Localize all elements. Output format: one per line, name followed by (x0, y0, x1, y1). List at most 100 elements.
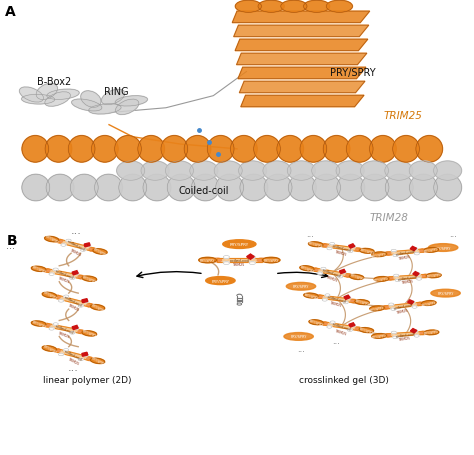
Text: TRIM25: TRIM25 (325, 274, 338, 283)
Ellipse shape (91, 136, 118, 163)
Text: coiled-coil: coiled-coil (322, 268, 342, 278)
Text: PRY/SPRY: PRY/SPRY (200, 258, 215, 263)
Text: TRIM25: TRIM25 (57, 276, 71, 284)
Text: PRY/SPRY: PRY/SPRY (354, 298, 370, 306)
Ellipse shape (199, 258, 217, 263)
Ellipse shape (47, 90, 79, 100)
Text: B-Box2: B-Box2 (37, 77, 72, 87)
Ellipse shape (89, 248, 96, 252)
Ellipse shape (410, 301, 415, 303)
Ellipse shape (70, 277, 75, 280)
Ellipse shape (410, 175, 438, 202)
Ellipse shape (393, 336, 398, 339)
Text: coiled-coil: coiled-coil (64, 349, 83, 361)
Text: PRY/SPRY: PRY/SPRY (90, 302, 105, 313)
Text: TRIM25: TRIM25 (399, 254, 412, 260)
Text: TRIM25: TRIM25 (69, 248, 82, 257)
Polygon shape (57, 240, 94, 252)
Ellipse shape (409, 162, 437, 181)
Text: PRY/SPRY: PRY/SPRY (299, 264, 315, 273)
Ellipse shape (58, 354, 64, 356)
Ellipse shape (254, 136, 280, 163)
Ellipse shape (31, 321, 46, 326)
Ellipse shape (78, 276, 85, 279)
Polygon shape (241, 96, 364, 107)
Polygon shape (389, 275, 427, 280)
Ellipse shape (360, 162, 389, 181)
Text: PRY/SPRY: PRY/SPRY (359, 248, 375, 255)
Ellipse shape (87, 304, 94, 308)
Ellipse shape (230, 136, 257, 163)
Ellipse shape (81, 249, 86, 252)
Ellipse shape (82, 277, 97, 282)
Text: PRY/SPRY: PRY/SPRY (31, 319, 46, 329)
Ellipse shape (393, 274, 399, 277)
Ellipse shape (311, 268, 318, 272)
Ellipse shape (288, 175, 316, 202)
Ellipse shape (70, 332, 75, 334)
Ellipse shape (346, 136, 373, 163)
Ellipse shape (45, 92, 71, 107)
Ellipse shape (36, 84, 57, 100)
Ellipse shape (101, 90, 125, 106)
Ellipse shape (391, 308, 396, 311)
Ellipse shape (346, 297, 351, 299)
Ellipse shape (49, 273, 54, 276)
Ellipse shape (351, 300, 358, 303)
Ellipse shape (350, 246, 356, 248)
Polygon shape (72, 326, 78, 330)
Text: RING: RING (104, 86, 128, 96)
Text: PRY/SPRY: PRY/SPRY (358, 326, 374, 334)
Ellipse shape (421, 301, 436, 306)
Polygon shape (72, 271, 78, 275)
Text: PRY/SPRY: PRY/SPRY (291, 335, 307, 339)
Polygon shape (82, 299, 88, 303)
Text: coiled-coil: coiled-coil (54, 323, 74, 334)
Ellipse shape (78, 330, 85, 334)
Text: PRY/SPRY: PRY/SPRY (369, 305, 385, 312)
Polygon shape (237, 54, 367, 66)
Ellipse shape (434, 175, 462, 202)
Ellipse shape (22, 136, 49, 163)
Text: PRY/SPRY: PRY/SPRY (82, 329, 97, 339)
Text: TRIM28: TRIM28 (369, 212, 408, 222)
Text: ...: ... (68, 363, 79, 372)
Text: ...: ... (297, 344, 305, 354)
Text: TRIM25: TRIM25 (233, 263, 246, 266)
Ellipse shape (61, 244, 66, 247)
Ellipse shape (74, 273, 79, 275)
Ellipse shape (72, 100, 102, 111)
Ellipse shape (237, 303, 242, 305)
Polygon shape (323, 244, 360, 252)
Text: B: B (7, 233, 18, 247)
Polygon shape (323, 322, 360, 331)
Ellipse shape (240, 175, 268, 202)
Polygon shape (410, 329, 417, 333)
Polygon shape (318, 295, 355, 303)
Ellipse shape (360, 249, 374, 254)
Ellipse shape (53, 349, 60, 352)
Ellipse shape (383, 334, 391, 337)
Ellipse shape (386, 277, 393, 280)
Ellipse shape (191, 175, 219, 202)
Ellipse shape (330, 321, 335, 324)
Text: PRY/SPRY: PRY/SPRY (82, 274, 97, 284)
Ellipse shape (361, 175, 389, 202)
Polygon shape (45, 324, 83, 334)
Ellipse shape (359, 328, 374, 333)
Polygon shape (344, 295, 350, 300)
Text: TRIM25: TRIM25 (335, 328, 348, 336)
Ellipse shape (58, 300, 64, 303)
Ellipse shape (141, 162, 169, 181)
Text: PRY/SPRY: PRY/SPRY (349, 273, 365, 282)
Ellipse shape (322, 299, 328, 302)
Ellipse shape (320, 244, 327, 247)
Polygon shape (408, 300, 414, 304)
Text: PRY/SPRY: PRY/SPRY (42, 344, 57, 354)
Ellipse shape (83, 354, 89, 356)
Polygon shape (384, 303, 422, 309)
Ellipse shape (417, 278, 422, 281)
Ellipse shape (427, 273, 441, 278)
Ellipse shape (372, 253, 387, 257)
Ellipse shape (309, 320, 323, 325)
